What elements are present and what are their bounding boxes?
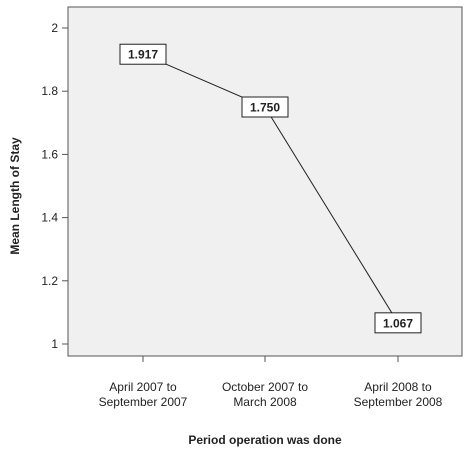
- y-tick-label: 1.6: [41, 147, 58, 161]
- x-tick-label: October 2007 to March 2008: [222, 380, 308, 409]
- x-tick-label: April 2007 to September 2007: [99, 380, 188, 409]
- y-tick-label: 1.2: [41, 274, 58, 288]
- data-label: 1.067: [383, 316, 413, 330]
- data-label-box: [241, 96, 289, 118]
- y-tick-label: 1: [51, 337, 58, 351]
- data-point: 1.750: [241, 96, 289, 118]
- y-tick-label: 1.8: [41, 84, 58, 98]
- data-label-box: [119, 43, 167, 65]
- plot-area: [67, 6, 463, 357]
- data-label: 1.917: [128, 48, 158, 62]
- y-axis-title: Mean Length of Stay: [8, 137, 22, 255]
- data-point: 1.917: [119, 43, 167, 65]
- data-label-box: [374, 312, 422, 334]
- x-axis-title: Period operation was done: [188, 433, 342, 447]
- x-axis: April 2007 to September 2007 October 2007 …: [99, 356, 443, 409]
- x-tick-label: April 2008 to September 2008: [354, 380, 443, 409]
- data-point: 1.067: [374, 312, 422, 334]
- data-label: 1.750: [250, 101, 280, 115]
- y-tick-label: 2: [51, 21, 58, 35]
- y-axis: 1 1.2 1.4 1.6 1.8 2: [41, 21, 68, 351]
- data-labels: 1.917 1.750 1.067: [119, 43, 422, 334]
- y-tick-label: 1.4: [41, 211, 58, 225]
